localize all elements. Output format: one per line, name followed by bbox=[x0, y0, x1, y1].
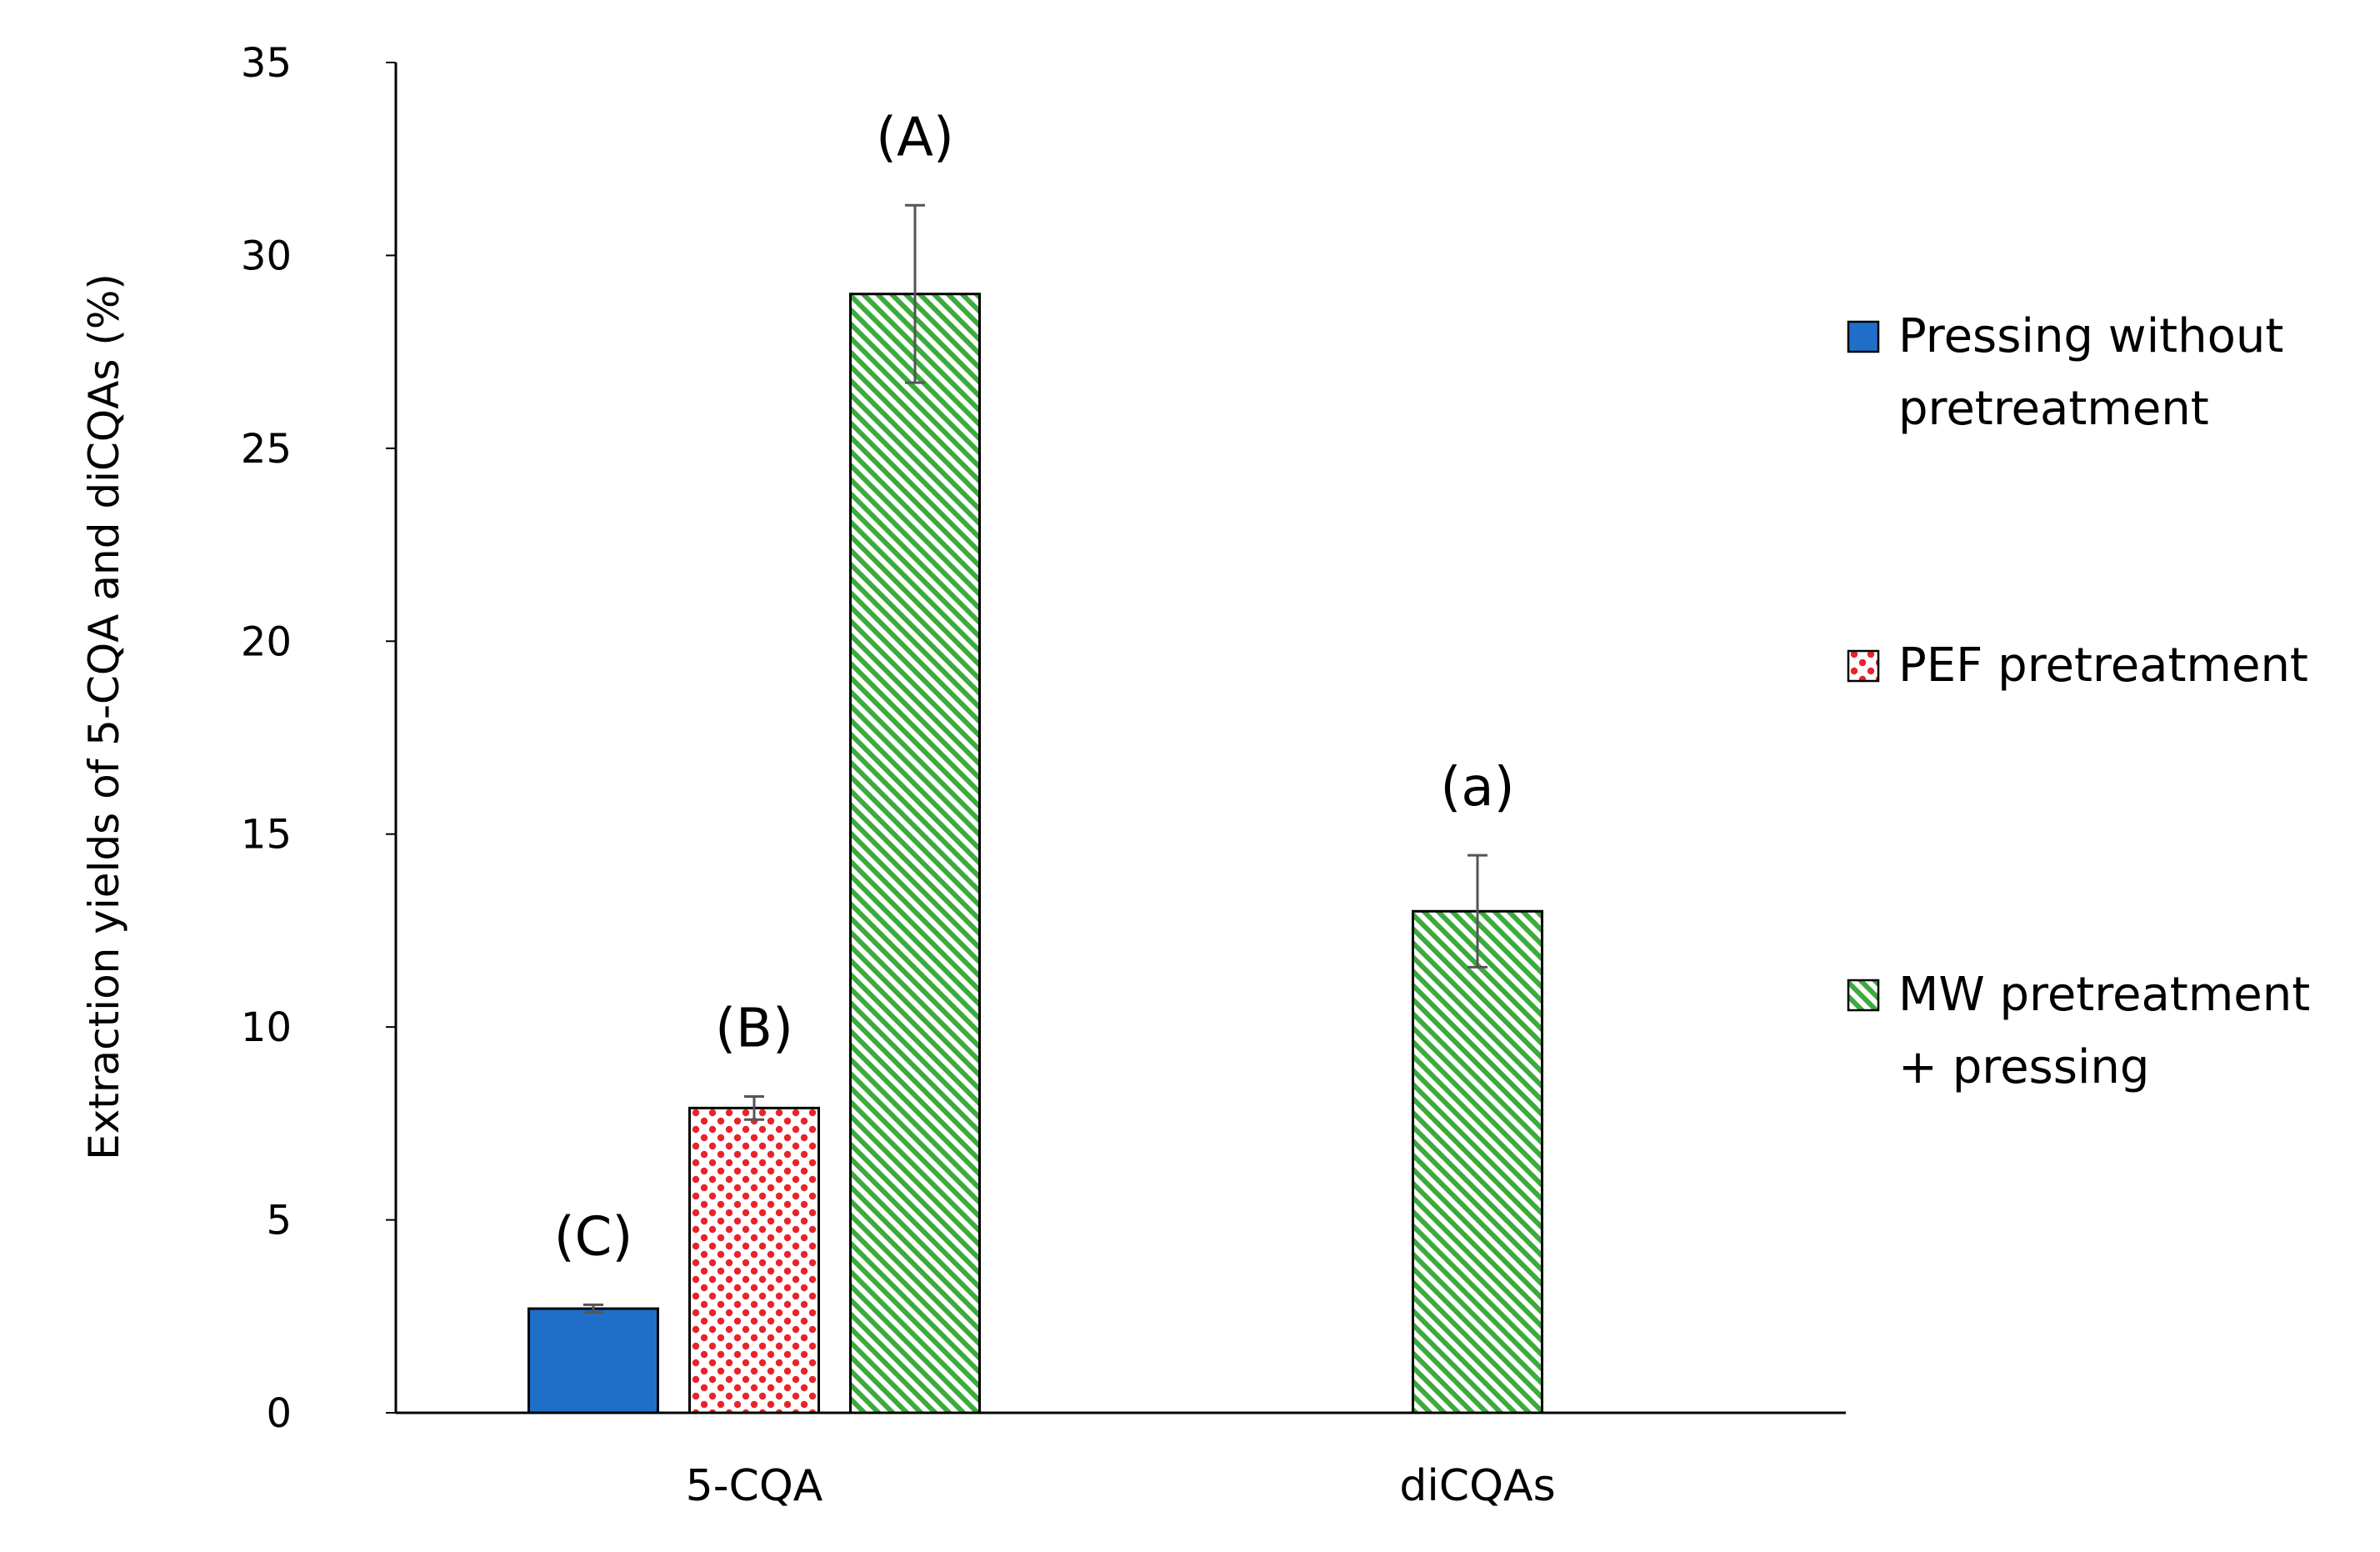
y-tick-label: 25 bbox=[241, 426, 292, 473]
significance-label: (A) bbox=[876, 107, 954, 168]
bar bbox=[528, 1307, 659, 1414]
bar bbox=[688, 1106, 820, 1414]
legend-swatch bbox=[1847, 979, 1880, 1012]
legend-label: pretreatment bbox=[1898, 382, 2209, 436]
category-label: 5-CQA bbox=[686, 1461, 823, 1511]
bar bbox=[849, 293, 981, 1414]
bar bbox=[1412, 909, 1543, 1414]
y-tick-label: 10 bbox=[241, 1004, 292, 1051]
significance-label: (C) bbox=[554, 1206, 633, 1268]
y-tick-label: 30 bbox=[241, 233, 292, 279]
y-axis: 0 5 10 15 20 25 30 35 bbox=[241, 40, 398, 1437]
y-ticks: 0 5 10 15 20 25 30 35 bbox=[241, 40, 396, 1437]
legend-swatch bbox=[1847, 649, 1880, 683]
y-tick-label: 15 bbox=[241, 812, 292, 859]
y-tick-label: 35 bbox=[241, 40, 292, 87]
legend: Pressing without pretreatment PEF pretreat… bbox=[1847, 309, 2310, 1094]
y-tick-label: 0 bbox=[266, 1390, 292, 1437]
y-axis-title: Extraction yields of 5-CQA and diCQAs (%… bbox=[80, 273, 128, 1160]
category-labels: 5-CQA diCQAs bbox=[686, 1461, 1556, 1511]
category-label: diCQAs bbox=[1399, 1461, 1555, 1511]
significance-label: (B) bbox=[715, 998, 793, 1059]
legend-swatch bbox=[1847, 320, 1880, 353]
y-tick-label: 20 bbox=[241, 618, 292, 665]
legend-label: Pressing without bbox=[1898, 309, 2283, 363]
bars: (C) (B) (A) (a) bbox=[528, 107, 1543, 1414]
legend-label: + pressing bbox=[1898, 1040, 2149, 1094]
legend-label: PEF pretreatment bbox=[1898, 638, 2308, 693]
legend-label: MW pretreatment bbox=[1898, 968, 2310, 1022]
significance-label: (a) bbox=[1440, 757, 1514, 819]
y-tick-label: 5 bbox=[266, 1198, 292, 1244]
